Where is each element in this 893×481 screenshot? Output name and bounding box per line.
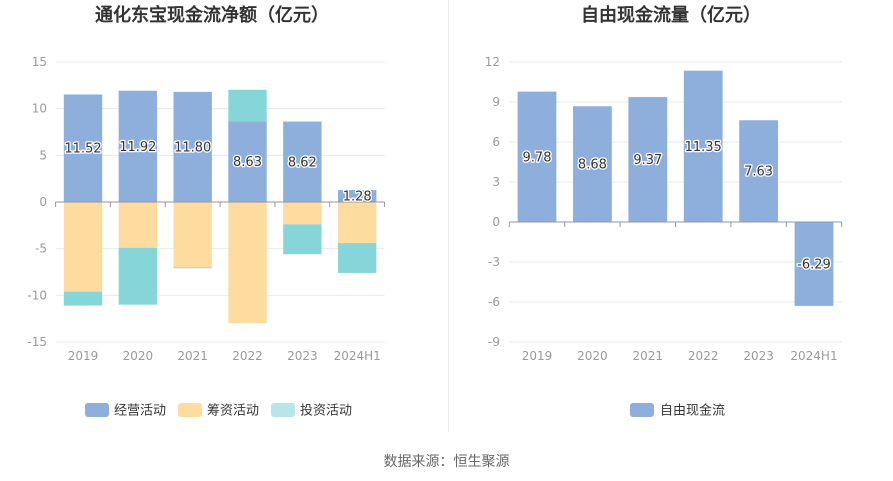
- fcf-y-tick-label-0: 12: [485, 55, 500, 69]
- cashflow-bar-operating-2024h1: [337, 190, 377, 202]
- legend-label-investing: 投资活动: [300, 403, 352, 419]
- cashflow-x-tick-label-2019: 2019: [68, 349, 99, 363]
- fcf-data-label-2020: 8.68: [578, 158, 607, 173]
- fcf-y-tick-label-6: -6: [488, 295, 500, 309]
- fcf-bar-free-cash-flow-2021: [628, 97, 668, 222]
- fcf-y-tick-label-5: -3: [488, 255, 500, 269]
- fcf-y-tick-label-2: 6: [492, 135, 500, 149]
- cashflow-bar-financing-2020: [118, 202, 158, 248]
- cashflow-x-tick-label-2022: 2022: [232, 349, 263, 363]
- cashflow-data-label-2020: 11.92: [119, 140, 156, 155]
- legend-label-operating: 经营活动: [114, 404, 166, 419]
- legend-item-free-cash-flow[interactable]: 自由现金流: [630, 403, 725, 419]
- cashflow-chart-title: 通化东宝现金流净额（亿元）: [95, 4, 329, 26]
- cashflow-y-tick-label-0: 15: [32, 55, 47, 69]
- fcf-x-tick-label-2019: 2019: [522, 349, 553, 363]
- cashflow-y-tick-label-1: 10: [32, 102, 47, 116]
- fcf-data-label-2023: 7.63: [744, 165, 773, 180]
- legend-swatch-free-cash-flow: [630, 403, 654, 417]
- fcf-y-tick-label-3: 3: [492, 175, 500, 189]
- cashflow-y-tick-label-5: -10: [27, 288, 47, 302]
- fcf-plot-area: 12 9 6 3 0 -3 -6 -9 2019 2020 2021 2022 2023 2024H1 9.…: [485, 55, 843, 363]
- fcf-data-label-2021: 9.37: [633, 153, 662, 168]
- legend-swatch-investing: [271, 403, 295, 417]
- fcf-data-label-2022: 11.35: [685, 140, 722, 155]
- fcf-bar-free-cash-flow-2020: [573, 106, 612, 222]
- cashflow-bar-financing-2022: [228, 202, 267, 324]
- cashflow-bar-financing-2024h1: [337, 202, 377, 244]
- fcf-legend: 自由现金流: [630, 403, 725, 419]
- cashflow-bar-investing-2024h1: [337, 243, 377, 273]
- fcf-x-tick-label-2023: 2023: [743, 349, 774, 363]
- fcf-bar-free-cash-flow-2019: [517, 91, 557, 222]
- cashflow-bar-investing-2023: [283, 224, 322, 255]
- cashflow-bar-operating-2021: [173, 91, 212, 202]
- data-source-note: 数据来源：恒生聚源: [384, 454, 510, 470]
- cashflow-legend: 经营活动 筹资活动 投资活动: [85, 403, 352, 419]
- cashflow-data-label-2022: 8.63: [233, 155, 262, 170]
- cashflow-x-tick-label-2023: 2023: [287, 349, 318, 363]
- fcf-x-tick-label-2024h1: 2024H1: [790, 349, 837, 363]
- fcf-y-tick-label-1: 9: [492, 95, 500, 109]
- cashflow-bar-investing-2020: [118, 247, 158, 305]
- legend-item-operating[interactable]: 经营活动: [85, 403, 166, 419]
- fcf-y-tick-label-4: 0: [492, 215, 500, 229]
- fcf-data-label-2024h1: -6.29: [797, 257, 831, 272]
- cashflow-data-label-2023: 8.62: [288, 155, 317, 170]
- fcf-x-tick-label-2022: 2022: [688, 349, 719, 363]
- fcf-data-label-2019: 9.78: [523, 150, 552, 165]
- cashflow-x-tick-label-2024h1: 2024H1: [334, 349, 381, 363]
- cashflow-y-tick-label-4: -5: [35, 242, 47, 256]
- fcf-bar-free-cash-flow-2023: [739, 120, 778, 222]
- legend-label-free-cash-flow: 自由现金流: [660, 403, 725, 419]
- cashflow-x-tick-label-2021: 2021: [177, 349, 208, 363]
- cashflow-y-tick-label-6: -15: [27, 335, 47, 349]
- legend-item-investing[interactable]: 投资活动: [271, 403, 352, 419]
- cashflow-bar-operating-2020: [118, 90, 158, 202]
- fcf-y-tick-label-7: -9: [488, 335, 500, 349]
- cashflow-bar-financing-2021: [173, 202, 212, 268]
- cashflow-bar-operating-2019: [63, 94, 103, 202]
- cashflow-bar-financing-2023: [283, 202, 322, 225]
- cashflow-bar-operating-2022: [228, 121, 267, 202]
- cashflow-data-label-2019: 11.52: [64, 142, 101, 157]
- legend-swatch-financing: [178, 403, 202, 417]
- legend-swatch-operating: [85, 403, 109, 417]
- cashflow-bar-investing-2022: [228, 89, 267, 122]
- fcf-bar-free-cash-flow-2024h1: [794, 222, 834, 306]
- cashflow-bar-investing-2019: [63, 291, 103, 306]
- cashflow-plot-area: 15 10 5 0 -5 -10 -15 2019 2020 2021 2022 2023 2024H1…: [27, 55, 386, 363]
- fcf-chart-title: 自由现金流量（亿元）: [581, 4, 761, 26]
- legend-item-financing[interactable]: 筹资活动: [178, 403, 259, 419]
- cashflow-y-tick-label-2: 5: [39, 148, 47, 162]
- fcf-bar-free-cash-flow-2022: [683, 70, 723, 223]
- cashflow-x-tick-label-2020: 2020: [123, 349, 154, 363]
- cashflow-data-label-2024h1: 1.28: [343, 190, 372, 205]
- fcf-x-tick-label-2021: 2021: [633, 349, 664, 363]
- cashflow-bar-operating-2023: [283, 121, 322, 202]
- cashflow-data-label-2021: 11.80: [174, 140, 211, 155]
- cashflow-bar-financing-2019: [63, 202, 103, 292]
- legend-label-financing: 筹资活动: [207, 403, 259, 419]
- cashflow-bar-investing-2021: [173, 267, 212, 269]
- cashflow-y-tick-label-3: 0: [39, 195, 47, 209]
- fcf-x-tick-label-2020: 2020: [577, 349, 608, 363]
